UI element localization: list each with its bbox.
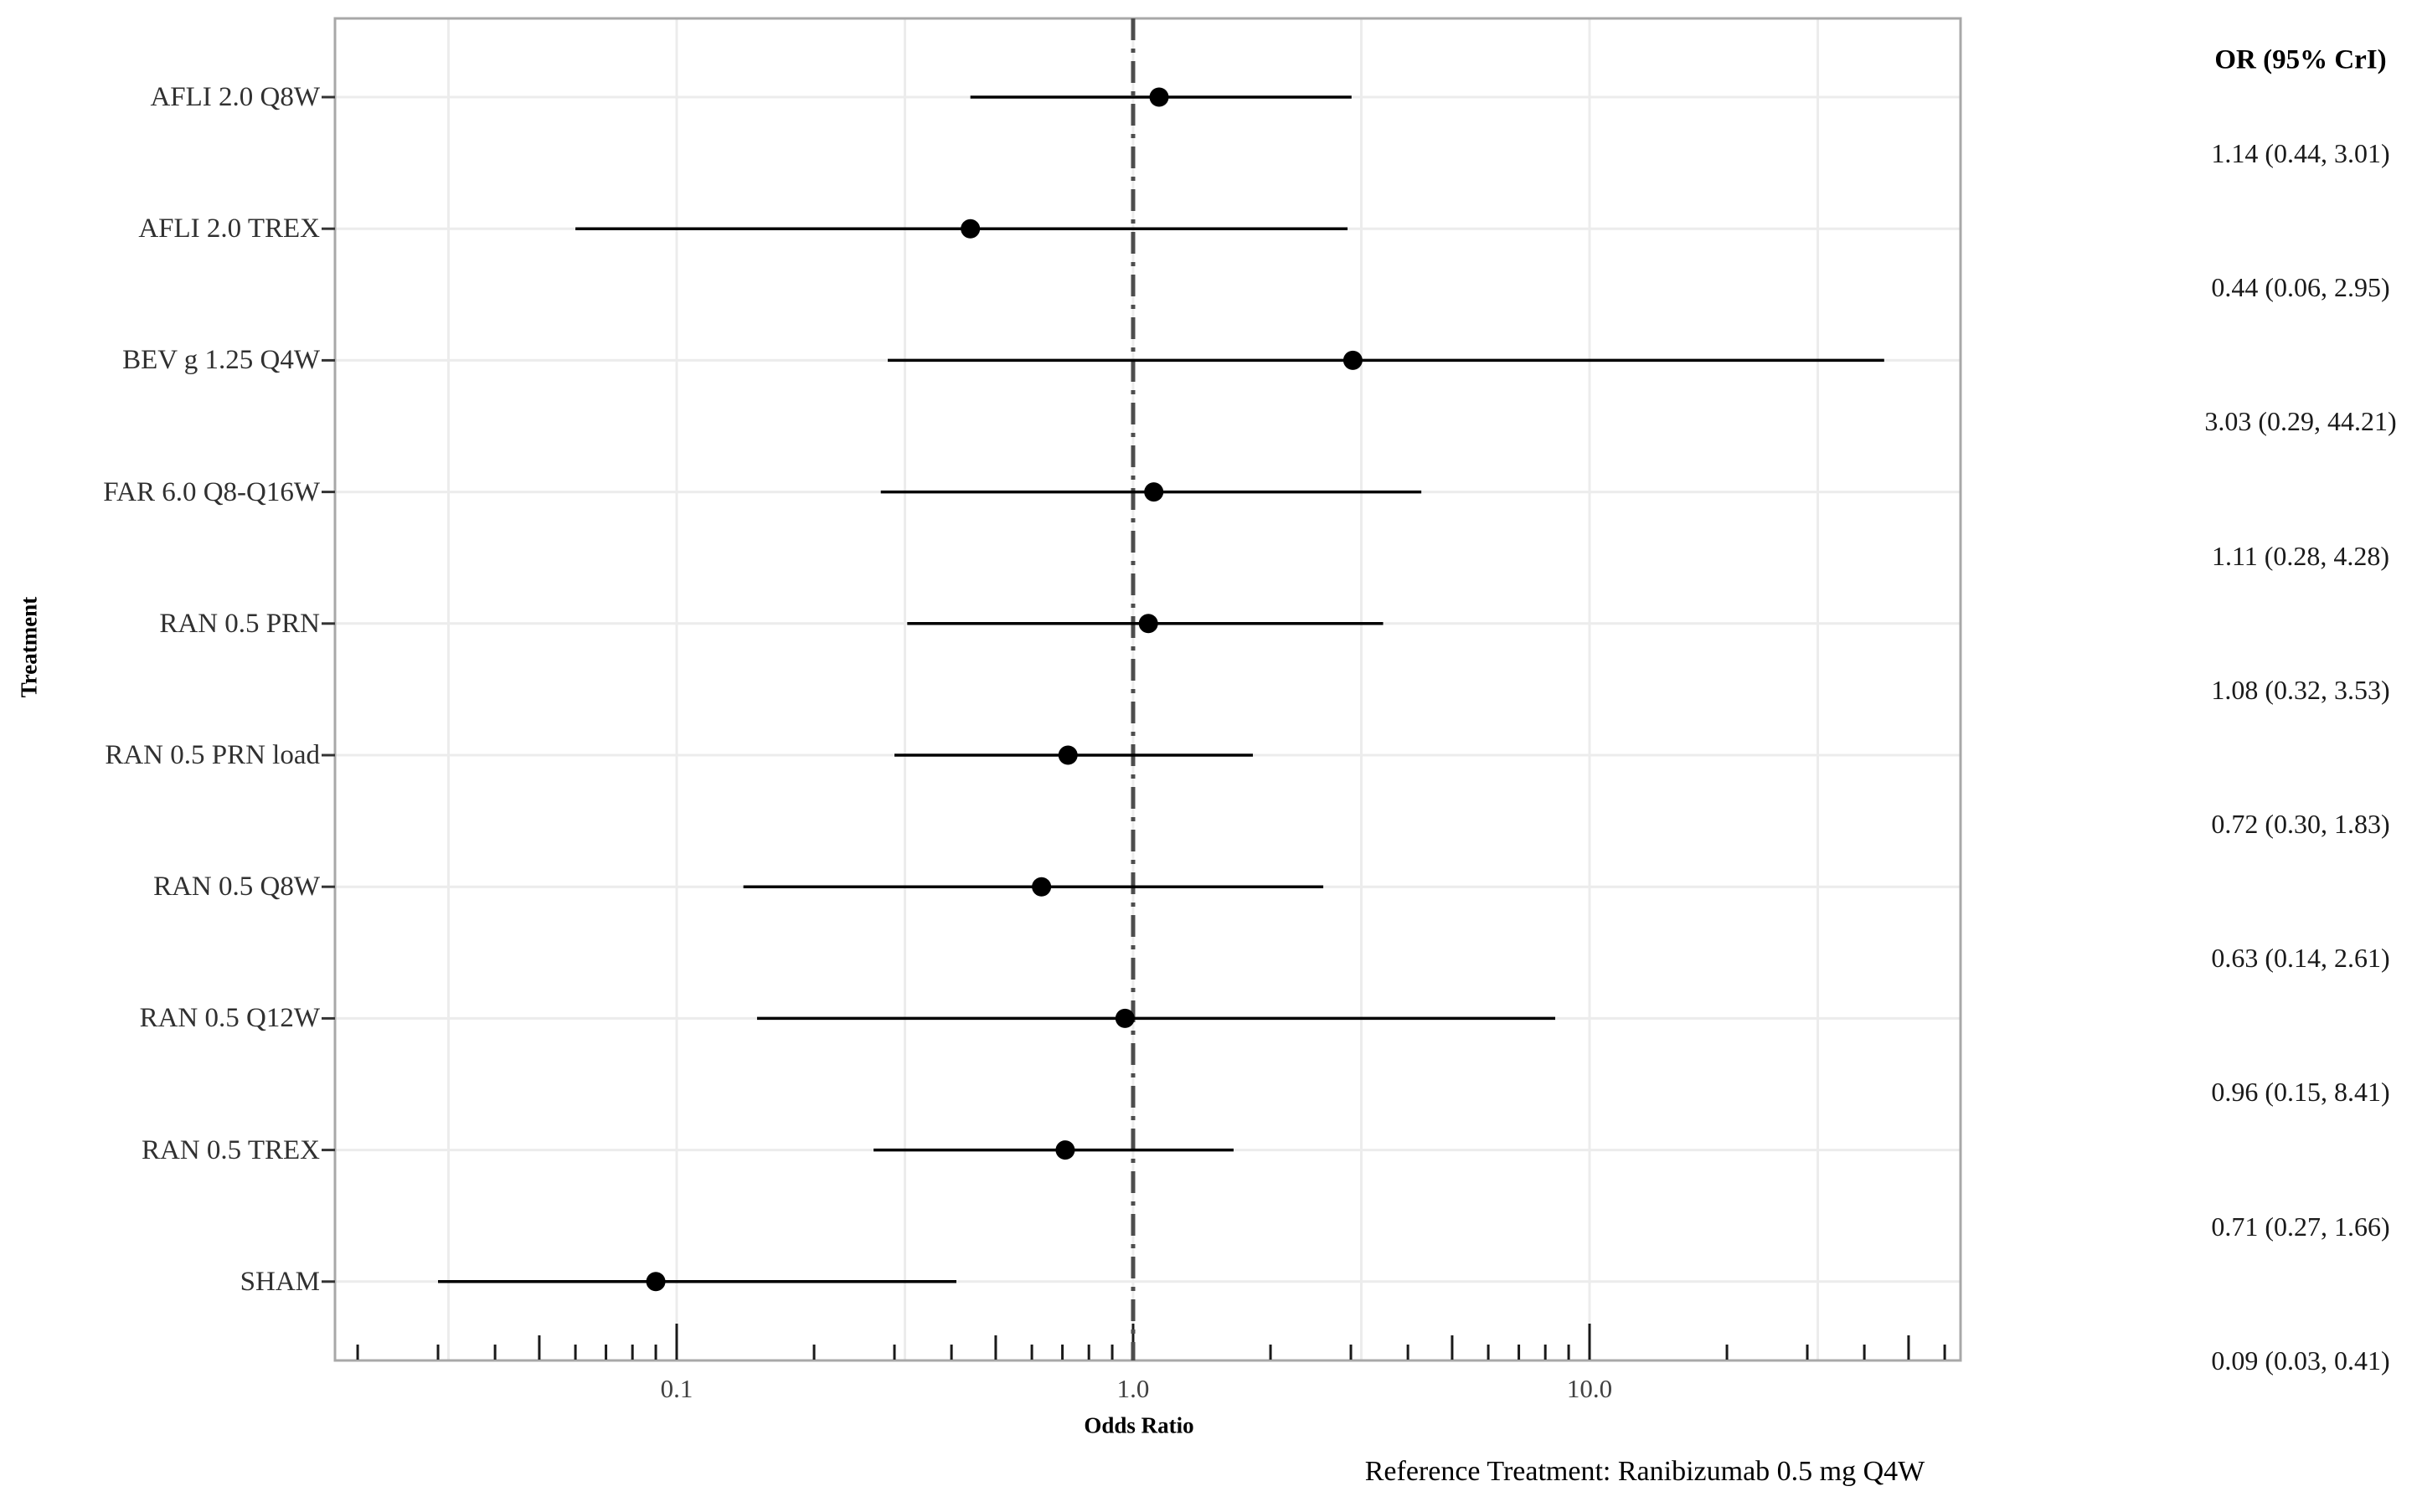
- or-ci-value: 1.11 (0.28, 4.28): [2211, 540, 2390, 571]
- point-estimate-dot: [1055, 1140, 1075, 1160]
- x-axis-title: Odds Ratio: [1084, 1412, 1194, 1438]
- or-ci-value: 0.44 (0.06, 2.95): [2211, 272, 2390, 303]
- panel-border: [333, 17, 1962, 1362]
- treatment-label: RAN 0.5 Q8W: [153, 872, 320, 903]
- point-estimate-dot: [961, 219, 981, 239]
- point-estimate-dot: [1138, 614, 1158, 634]
- treatment-label: AFLI 2.0 Q8W: [150, 82, 320, 112]
- treatment-label: RAN 0.5 Q12W: [139, 1003, 320, 1034]
- or-ci-value: 3.03 (0.29, 44.21): [2204, 406, 2397, 437]
- reference-treatment-note: Reference Treatment: Ranibizumab 0.5 mg …: [1364, 1456, 1925, 1487]
- x-tick-label: 10.0: [1566, 1374, 1613, 1403]
- treatment-label: RAN 0.5 PRN load: [105, 740, 320, 770]
- y-axis-title: Treatment: [16, 596, 42, 698]
- or-ci-value: 0.72 (0.30, 1.83): [2211, 809, 2390, 839]
- x-tick-label: 0.1: [660, 1374, 693, 1403]
- point-estimate-dot: [1115, 1008, 1135, 1028]
- treatment-label: RAN 0.5 TREX: [142, 1134, 320, 1165]
- treatment-label: RAN 0.5 PRN: [159, 608, 320, 639]
- or-ci-value: 0.09 (0.03, 0.41): [2211, 1345, 2390, 1376]
- or-ci-value: 0.63 (0.14, 2.61): [2211, 943, 2390, 974]
- treatment-label: FAR 6.0 Q8-Q16W: [103, 476, 320, 507]
- or-ci-value: 0.96 (0.15, 8.41): [2211, 1077, 2390, 1108]
- or-ci-value: 1.14 (0.44, 3.01): [2211, 138, 2390, 168]
- point-estimate-dot: [1149, 87, 1169, 107]
- or-ci-value: 0.71 (0.27, 1.66): [2211, 1211, 2390, 1242]
- point-estimate-dot: [1058, 745, 1078, 765]
- point-estimate-dot: [1342, 350, 1363, 370]
- or-column-header: OR (95% CrI): [2214, 44, 2387, 75]
- x-tick-label: 1.0: [1116, 1374, 1150, 1403]
- or-ci-value: 1.08 (0.32, 3.53): [2211, 674, 2390, 705]
- treatment-label: SHAM: [240, 1266, 320, 1297]
- point-estimate-dot: [1032, 877, 1052, 897]
- treatment-label: BEV g 1.25 Q4W: [122, 345, 320, 376]
- point-estimate-dot: [646, 1272, 666, 1292]
- point-estimate-dot: [1144, 482, 1164, 502]
- treatment-label: AFLI 2.0 TREX: [138, 213, 320, 244]
